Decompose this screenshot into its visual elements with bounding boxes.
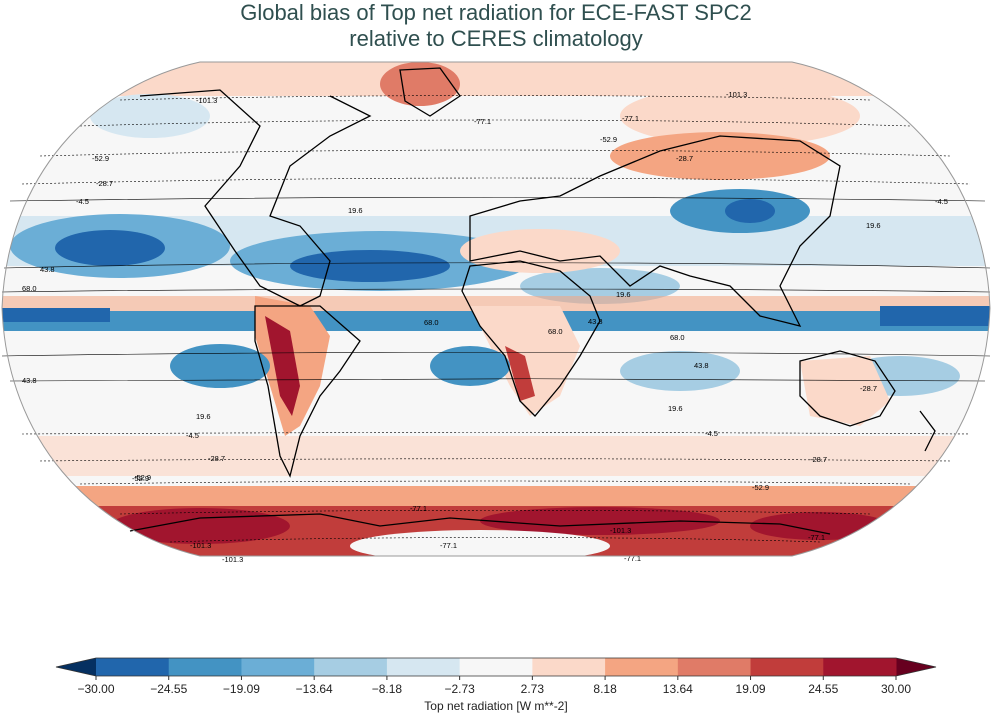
colorbar-segment xyxy=(750,658,824,676)
contour-label: 68.0 xyxy=(22,284,37,293)
contour-label: -28.7 xyxy=(860,384,877,393)
contour-label: -52.9 xyxy=(752,483,769,492)
contour-label: 68.0 xyxy=(548,327,563,336)
contour-label: 43.8 xyxy=(40,265,55,274)
coastlines xyxy=(129,67,936,535)
contour-label: -52.9 xyxy=(600,135,617,144)
colorbar-tick-label: −24.55 xyxy=(150,682,187,696)
contour-label: 19.6 xyxy=(348,206,363,215)
contour-label: -28.7 xyxy=(96,179,113,188)
contour-label: 43.8 xyxy=(694,361,709,370)
contour-label: -77.1 xyxy=(440,541,457,550)
contour-label: -28.7 xyxy=(676,154,693,163)
contour-label: -101.3 xyxy=(196,96,217,105)
colorbar-segment xyxy=(605,658,679,676)
colorbar-extend-max xyxy=(896,658,936,676)
contour-label: -77.1 xyxy=(624,554,641,563)
contour-label: 19.6 xyxy=(196,412,211,421)
colorbar-segment xyxy=(386,658,461,676)
bias-field xyxy=(2,62,990,556)
colorbar-segment xyxy=(532,658,606,676)
contour-label: -101.3 xyxy=(190,541,211,550)
contour-label: -77.1 xyxy=(410,504,427,513)
contour-label: -52.9 xyxy=(134,473,151,482)
contour-label: -52.9 xyxy=(92,154,109,163)
colorbar-segment xyxy=(677,658,752,676)
contour-label: -77.1 xyxy=(622,114,639,123)
colorbar-segment xyxy=(96,658,170,676)
contour-label: 43.8 xyxy=(22,376,37,385)
chart-title: Global bias of Top net radiation for ECE… xyxy=(0,0,992,52)
contour-label: -77.1 xyxy=(808,533,825,542)
colorbar-extend-min xyxy=(56,658,96,676)
title-line-1: Global bias of Top net radiation for ECE… xyxy=(240,0,752,25)
contour-label: -52.9 xyxy=(132,474,149,483)
contour-label: 68.0 xyxy=(670,333,685,342)
colorbar-segment xyxy=(241,658,315,676)
title-line-2: relative to CERES climatology xyxy=(349,26,643,51)
colorbar-segment xyxy=(168,658,242,676)
contour-label: -77.1 xyxy=(474,117,491,126)
colorbar-segment xyxy=(823,658,897,676)
contour-label: 19.6 xyxy=(616,290,631,299)
contour-label: -4.5 xyxy=(186,431,199,440)
colorbar-tick-label: 24.55 xyxy=(808,682,838,696)
contour-label: -101.3 xyxy=(610,526,631,535)
colorbar-tick-label: −8.18 xyxy=(372,682,403,696)
colorbar-segment xyxy=(314,658,388,676)
contour-label: -101.3 xyxy=(222,555,243,564)
contour-label: 19.6 xyxy=(866,221,881,230)
world-map: -101.3 -101.3 -77.1 -77.1 -52.9 -52.9 -2… xyxy=(1,61,991,564)
contour-label: -28.7 xyxy=(810,455,827,464)
contour-label: -101.3 xyxy=(726,90,747,99)
colorbar-tick-label: 30.00 xyxy=(881,682,911,696)
contour-labels: -101.3 -101.3 -77.1 -77.1 -52.9 -52.9 -2… xyxy=(22,90,948,564)
colorbar-tick-label: −30.00 xyxy=(77,682,114,696)
colorbar-tick-label: −19.09 xyxy=(223,682,260,696)
contour-label: 68.0 xyxy=(424,318,439,327)
contour-label: -28.7 xyxy=(208,454,225,463)
colorbar-tick-label: 13.64 xyxy=(663,682,693,696)
colorbar: −30.00 −24.55 −19.09 −13.64 −8.18 −2.73 2.73 8.… xyxy=(55,657,937,696)
colorbar-tick-label: 2.73 xyxy=(521,682,545,696)
contour-label: 19.6 xyxy=(668,404,683,413)
contour-label: -4.5 xyxy=(935,197,948,206)
contour-label: 43.8 xyxy=(588,317,603,326)
contour-label: -4.5 xyxy=(705,429,718,438)
contour-label: -4.5 xyxy=(76,197,89,206)
colorbar-tick-label: 8.18 xyxy=(593,682,617,696)
colorbar-tick-label: −13.64 xyxy=(296,682,333,696)
colorbar-segment xyxy=(459,658,533,676)
colorbar-label: Top net radiation [W m**-2] xyxy=(424,699,568,713)
colorbar-tick-label: 19.09 xyxy=(736,682,766,696)
colorbar-tick-label: −2.73 xyxy=(444,682,475,696)
globe-outline xyxy=(1,61,991,557)
